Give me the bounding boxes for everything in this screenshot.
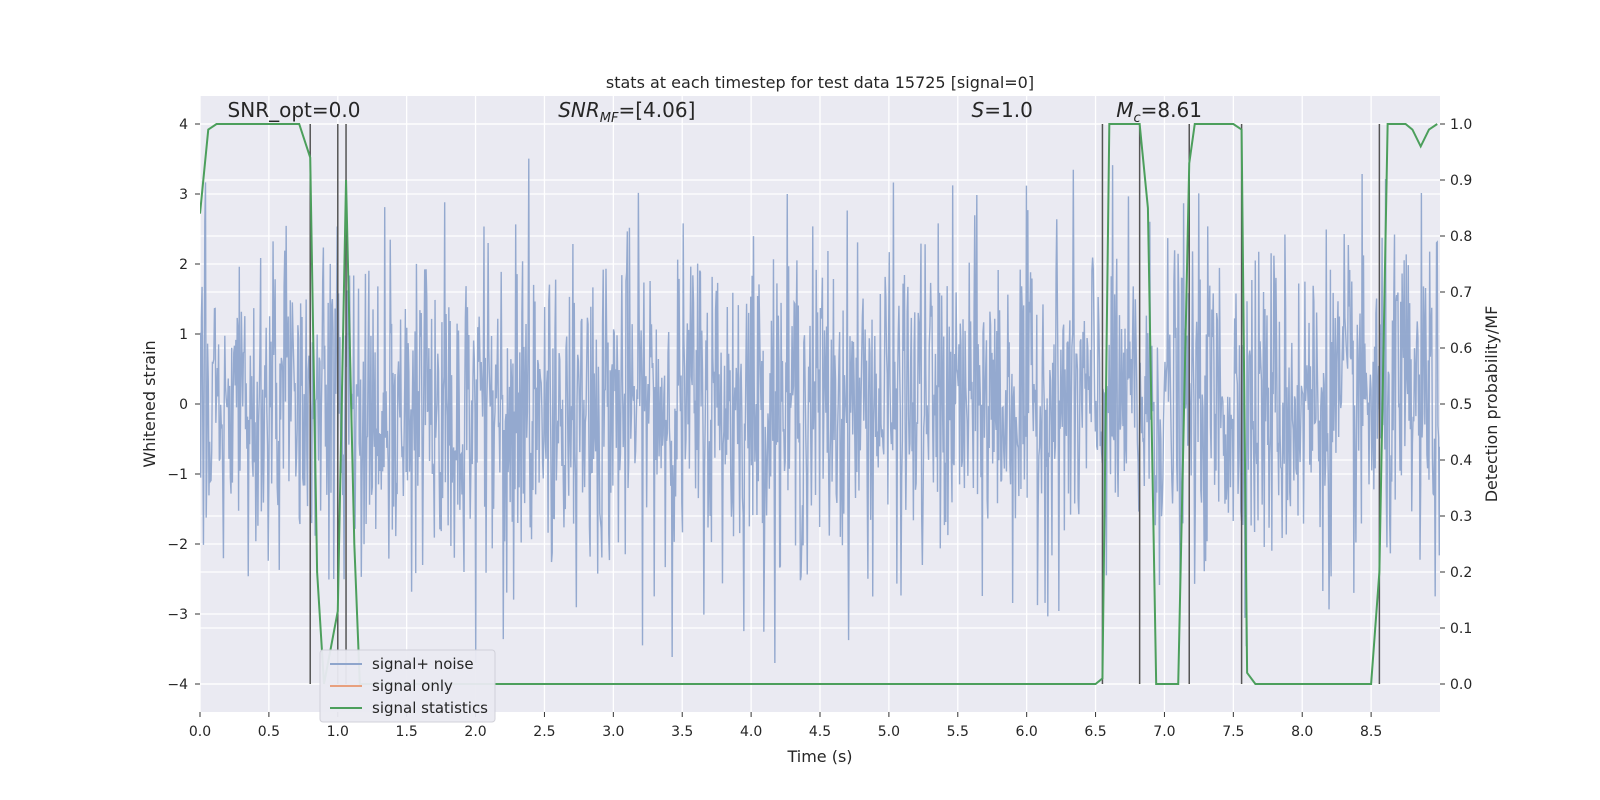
- y-axis-right: 0.0 0.1 0.2 0.3 0.4 0.5 0.6 0.7 0.8 0.9 1.0: [1440, 117, 1472, 693]
- x-tick-label: 8.5: [1360, 724, 1382, 740]
- chart-title: stats at each timestep for test data 157…: [606, 73, 1034, 92]
- x-tick-label: 6.5: [1084, 724, 1106, 740]
- annotation-2: S=1.0: [972, 98, 1033, 122]
- annotation-0: SNR_opt=0.0: [228, 98, 361, 122]
- legend: signal+ noise signal only signal statistic…: [319, 649, 496, 723]
- x-tick-label: 3.0: [602, 724, 624, 740]
- x-tick-label: 5.5: [947, 724, 969, 740]
- y2-axis-title: Detection probability/MF: [1482, 306, 1501, 503]
- y2-tick-label: 0.0: [1450, 677, 1472, 693]
- signal-noise-line: [200, 158, 1440, 664]
- y-axis-left: −4 −3 −2 −1 0 1 2 3 4: [167, 117, 200, 693]
- x-tick-label: 7.0: [1153, 724, 1175, 740]
- x-tick-label: 1.0: [327, 724, 349, 740]
- x-axis-title: Time (s): [786, 747, 852, 766]
- y-tick-label: −3: [167, 607, 188, 623]
- x-axis: 0.0 0.5 1.0 1.5 2.0 2.5 3.0 3.5 4.0 4.5 5.0 5.5 6.0 6…: [189, 712, 1382, 740]
- x-tick-label: 5.0: [878, 724, 900, 740]
- statistics-series: [200, 123, 1438, 685]
- y2-tick-label: 0.5: [1450, 397, 1472, 413]
- y-tick-label: −4: [167, 677, 188, 693]
- y2-tick-label: 1.0: [1450, 117, 1472, 133]
- y-tick-label: 2: [179, 257, 188, 273]
- x-tick-label: 4.0: [740, 724, 762, 740]
- x-tick-label: 2.5: [533, 724, 555, 740]
- y-tick-label: −2: [167, 537, 188, 553]
- x-tick-label: 8.0: [1291, 724, 1313, 740]
- x-tick-label: 4.5: [809, 724, 831, 740]
- y-tick-label: 0: [179, 397, 188, 413]
- legend-label: signal only: [372, 677, 453, 695]
- y-tick-label: 3: [179, 187, 188, 203]
- y-axis-title: Whitened strain: [140, 340, 159, 467]
- y2-tick-label: 0.4: [1450, 453, 1472, 469]
- x-tick-label: 0.0: [189, 724, 211, 740]
- noise-series: [200, 158, 1440, 664]
- y-tick-label: −1: [167, 467, 188, 483]
- y2-tick-label: 0.2: [1450, 565, 1472, 581]
- y2-tick-label: 0.1: [1450, 621, 1472, 637]
- x-tick-label: 3.5: [671, 724, 693, 740]
- y2-tick-label: 0.3: [1450, 509, 1472, 525]
- x-tick-label: 7.5: [1222, 724, 1244, 740]
- x-tick-label: 6.0: [1016, 724, 1038, 740]
- legend-box: [319, 649, 496, 723]
- y-tick-label: 1: [179, 327, 188, 343]
- y2-tick-label: 0.9: [1450, 173, 1472, 189]
- annotation-3: Mc=8.61: [1116, 98, 1202, 126]
- x-tick-label: 2.0: [464, 724, 486, 740]
- legend-label: signal+ noise: [372, 655, 474, 673]
- y-tick-label: 4: [179, 117, 188, 133]
- annotations: SNR_opt=0.0 SNRMF=[4.06] S=1.0 Mc=8.61: [228, 98, 1202, 126]
- legend-label: signal statistics: [372, 699, 488, 717]
- annotation-1: SNRMF=[4.06]: [558, 98, 695, 126]
- y2-tick-label: 0.7: [1450, 285, 1472, 301]
- y2-tick-label: 0.6: [1450, 341, 1472, 357]
- x-tick-label: 0.5: [258, 724, 280, 740]
- x-tick-label: 1.5: [396, 724, 418, 740]
- y2-tick-label: 0.8: [1450, 229, 1472, 245]
- vertical-markers: [309, 124, 1381, 684]
- signal-statistics-line: [200, 123, 1438, 685]
